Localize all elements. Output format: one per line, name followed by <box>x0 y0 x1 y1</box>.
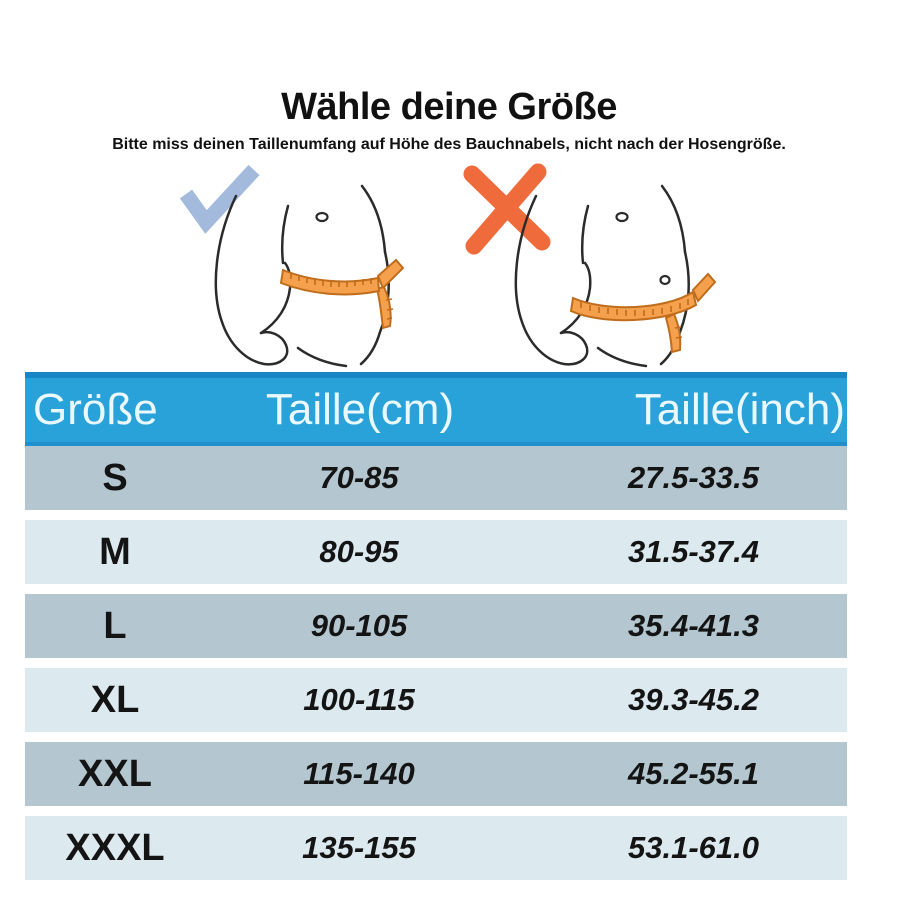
page-title: Wähle deine Größe <box>281 86 617 128</box>
size-cell: XXL <box>78 752 152 795</box>
column-header-cm: Taille(cm) <box>265 385 455 434</box>
size-chart-table: Größe Taille(cm) Taille(inch) S 70-85 27… <box>25 372 847 890</box>
column-header-inch: Taille(inch) <box>634 385 845 434</box>
column-header-size: Größe <box>33 385 158 434</box>
table-row: XXXL 135-155 53.1-61.0 <box>25 816 847 880</box>
inch-cell: 53.1-61.0 <box>628 830 759 865</box>
cm-cell: 115-140 <box>303 756 415 791</box>
inch-cell: 27.5-33.5 <box>628 460 759 495</box>
size-cell: S <box>102 456 128 499</box>
check-icon <box>179 164 260 234</box>
x-icon <box>463 163 551 255</box>
inch-cell: 31.5-37.4 <box>628 534 759 569</box>
cm-cell: 80-95 <box>319 534 399 569</box>
correct-measurement-illustration <box>179 164 405 368</box>
cm-cell: 100-115 <box>303 682 415 717</box>
table-row: XXL 115-140 45.2-55.1 <box>25 742 847 806</box>
page-subtitle: Bitte miss deinen Taillenumfang auf Höhe… <box>112 136 786 153</box>
inch-cell: 39.3-45.2 <box>628 682 759 717</box>
inch-cell: 35.4-41.3 <box>628 608 759 643</box>
cm-cell: 135-155 <box>302 830 416 865</box>
cm-cell: 70-85 <box>319 460 399 495</box>
size-cell: XL <box>90 678 140 721</box>
table-row: M 80-95 31.5-37.4 <box>25 520 847 584</box>
table-row: S 70-85 27.5-33.5 <box>25 446 847 510</box>
torso-outline <box>514 184 690 368</box>
incorrect-measurement-illustration <box>463 163 717 368</box>
size-cell: L <box>103 604 127 647</box>
measuring-tape <box>569 272 717 354</box>
table-row: XL 100-115 39.3-45.2 <box>25 668 847 732</box>
inch-cell: 45.2-55.1 <box>628 756 759 791</box>
table-row: L 90-105 35.4-41.3 <box>25 594 847 658</box>
size-cell: M <box>99 530 131 573</box>
table-header-row: Größe Taille(cm) Taille(inch) <box>25 372 847 446</box>
measuring-tape <box>279 258 405 330</box>
cm-cell: 90-105 <box>310 608 408 643</box>
size-cell: XXXL <box>65 826 165 869</box>
